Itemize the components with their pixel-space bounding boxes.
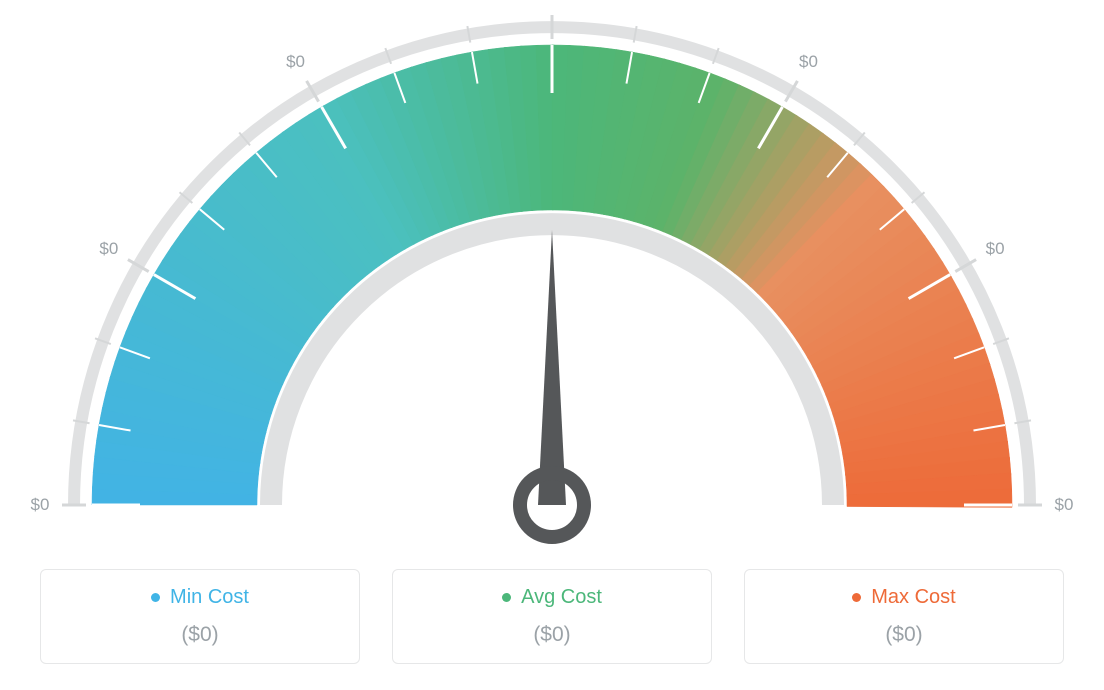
gauge-tick-label: $0	[986, 239, 1005, 259]
gauge-tick-label: $0	[1055, 495, 1074, 515]
gauge-tick-label: $0	[543, 0, 562, 3]
legend-label-min: Min Cost	[170, 586, 249, 609]
legend-card-min: Min Cost ($0)	[40, 569, 360, 664]
legend-dot-min	[151, 593, 160, 602]
legend-dot-avg	[502, 593, 511, 602]
legend-value-avg: ($0)	[403, 623, 701, 647]
legend-label-avg: Avg Cost	[521, 586, 602, 609]
legend-card-max: Max Cost ($0)	[744, 569, 1064, 664]
legend-value-max: ($0)	[755, 623, 1053, 647]
gauge-tick-label: $0	[99, 239, 118, 259]
legend-value-min: ($0)	[51, 623, 349, 647]
cost-gauge: $0 $0 $0 $0 $0 $0 $0	[0, 0, 1104, 555]
gauge-tick-label: $0	[799, 52, 818, 72]
legend-row: Min Cost ($0) Avg Cost ($0) Max Cost ($0…	[40, 569, 1064, 664]
gauge-tick-label: $0	[286, 52, 305, 72]
legend-label-max: Max Cost	[871, 586, 955, 609]
legend-dot-max	[852, 593, 861, 602]
legend-card-avg: Avg Cost ($0)	[392, 569, 712, 664]
gauge-tick-label: $0	[31, 495, 50, 515]
